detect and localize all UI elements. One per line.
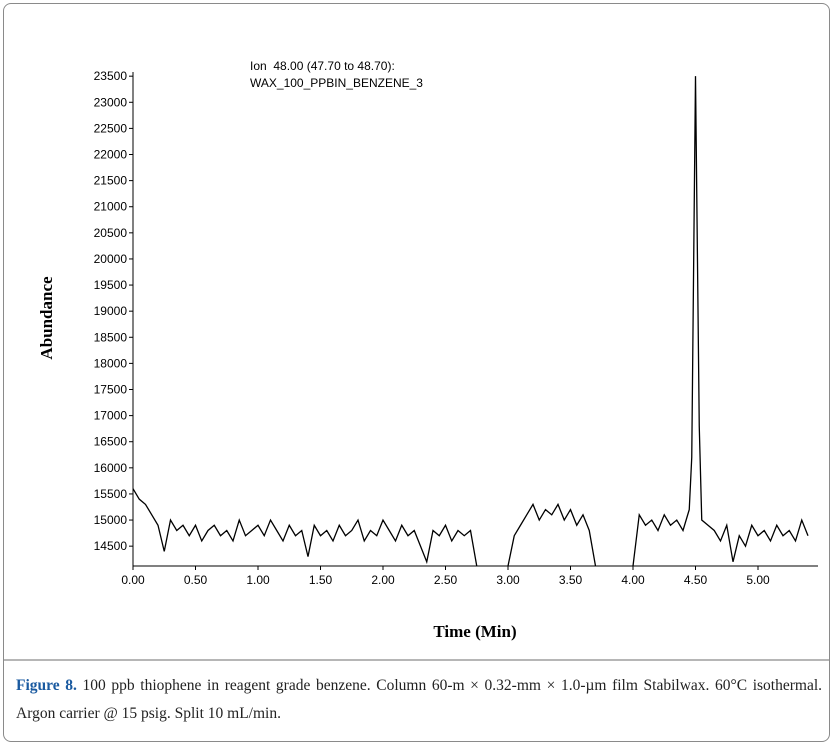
x-tick-label: 0.50 (184, 573, 208, 587)
y-tick-label: 20000 (94, 252, 128, 266)
x-tick-label: 1.00 (246, 573, 270, 587)
signal-line (132, 76, 809, 567)
y-tick-label: 21000 (94, 200, 128, 214)
x-tick-label: 2.50 (434, 573, 458, 587)
y-tick-label: 18500 (94, 330, 128, 344)
x-tick-label: 3.00 (496, 573, 520, 587)
y-tick-label: 21500 (94, 174, 128, 188)
y-tick-label: 16000 (94, 461, 128, 475)
y-tick-label: 23500 (94, 69, 128, 83)
x-tick-label: 0.00 (121, 573, 145, 587)
y-tick-label: 15500 (94, 487, 128, 501)
y-tick-label: 20500 (94, 226, 128, 240)
caption-text: 100 ppb thiophene in reagent grade benze… (16, 677, 823, 722)
y-tick-label: 22000 (94, 148, 128, 162)
y-tick-label: 16500 (94, 435, 128, 449)
x-tick-label: 4.00 (621, 573, 645, 587)
x-tick-label: 1.50 (309, 573, 333, 587)
annotation: Ion 48.00 (47.70 to 48.70): (250, 59, 395, 73)
figure-frame (3, 3, 830, 742)
y-tick-label: 17000 (94, 409, 128, 423)
caption: Figure 8. 100 ppb thiophene in reagent g… (16, 672, 822, 728)
y-axis-label: Abundance (37, 276, 56, 360)
y-tick-label: 19000 (94, 304, 128, 318)
x-tick-label: 4.50 (684, 573, 708, 587)
y-tick-label: 18000 (94, 356, 128, 370)
caption-label: Figure 8. (16, 677, 77, 694)
x-tick-label: 2.00 (371, 573, 395, 587)
y-tick-label: 22500 (94, 121, 128, 135)
y-tick-label: 14500 (94, 539, 128, 553)
y-tick-label: 17500 (94, 382, 128, 396)
y-tick-label: 19500 (94, 278, 128, 292)
x-tick-label: 3.50 (559, 573, 583, 587)
x-axis-label: Time (Min) (433, 622, 516, 641)
y-tick-label: 23000 (94, 95, 128, 109)
x-tick-label: 5.00 (746, 573, 770, 587)
annotation: WAX_100_PPBIN_BENZENE_3 (250, 76, 423, 90)
y-tick-label: 15000 (94, 513, 128, 527)
